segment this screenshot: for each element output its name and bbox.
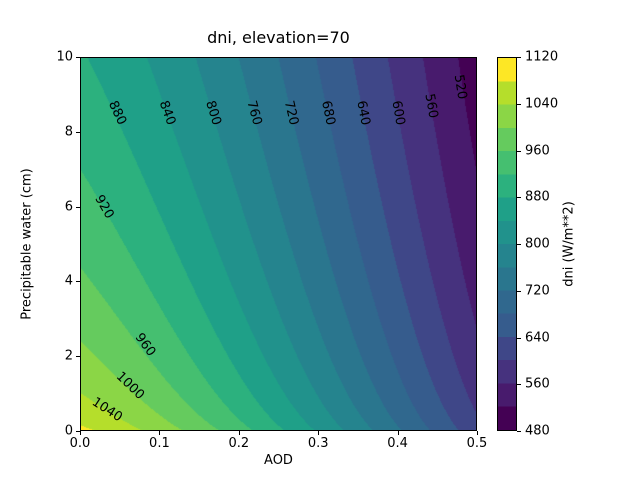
- colorbar-tick-label: 1120: [525, 49, 559, 65]
- x-tick-label: 0.4: [387, 436, 408, 451]
- x-tick-label: 0.2: [228, 436, 250, 451]
- colorbar: [497, 57, 517, 431]
- colorbar-tick-label: 640: [525, 330, 550, 345]
- colorbar-tick-mark: [517, 103, 521, 105]
- y-axis-label: Precipitable water (cm): [19, 168, 35, 320]
- y-tick-mark: [76, 281, 80, 283]
- y-tick-label: 0: [64, 423, 73, 439]
- x-tick-label: 0.1: [149, 436, 170, 451]
- colorbar-tick-mark: [517, 431, 521, 432]
- colorbar-tick-label: 800: [525, 236, 550, 252]
- colorbar-tick-label: 560: [525, 376, 550, 392]
- chart-title: dni, elevation=70: [207, 28, 350, 47]
- colorbar-tick-mark: [517, 197, 521, 199]
- x-tick-mark: [397, 431, 399, 435]
- colorbar-tick-mark: [517, 337, 521, 339]
- y-tick-mark: [76, 57, 80, 58]
- x-tick-label: 0.5: [466, 436, 488, 451]
- x-tick-mark: [80, 431, 81, 435]
- x-tick-mark: [318, 431, 320, 435]
- colorbar-tick-label: 960: [525, 143, 550, 158]
- y-tick-label: 4: [64, 273, 73, 289]
- y-tick-label: 8: [64, 124, 73, 140]
- x-tick-mark: [477, 431, 478, 435]
- colorbar-tick-label: 720: [525, 283, 550, 299]
- y-tick-mark: [76, 206, 80, 208]
- x-tick-mark: [159, 431, 161, 435]
- colorbar-gradient: [498, 58, 516, 430]
- y-tick-mark: [76, 131, 80, 133]
- colorbar-tick-mark: [517, 150, 521, 152]
- colorbar-tick-label: 480: [525, 423, 550, 439]
- y-tick-mark: [76, 431, 80, 432]
- y-tick-label: 2: [64, 348, 73, 364]
- contour-label: 520: [450, 73, 469, 101]
- colorbar-label: dni (W/m**2): [561, 201, 577, 287]
- x-tick-mark: [238, 431, 240, 435]
- colorbar-tick-mark: [517, 384, 521, 386]
- colorbar-tick-mark: [517, 290, 521, 292]
- colorbar-tick-mark: [517, 57, 521, 58]
- y-tick-mark: [76, 356, 80, 358]
- contour-plot-canvas: [80, 57, 477, 431]
- colorbar-tick-label: 880: [525, 189, 550, 205]
- x-tick-label: 0.3: [307, 436, 329, 451]
- y-tick-label: 10: [56, 49, 73, 65]
- colorbar-tick-label: 1040: [525, 96, 559, 112]
- colorbar-tick-mark: [517, 244, 521, 245]
- x-tick-label: 0.0: [69, 436, 91, 451]
- y-tick-label: 6: [64, 199, 73, 215]
- x-axis-label: AOD: [264, 453, 293, 468]
